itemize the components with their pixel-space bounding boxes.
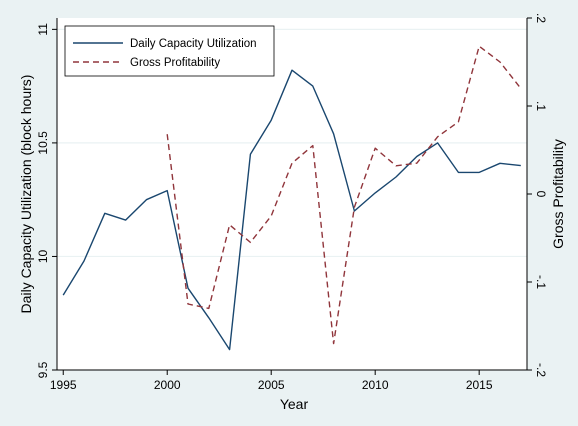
x-tick-label: 1995 bbox=[50, 378, 77, 392]
axis-ticks: 9.5 10 10.5 11 -.2 -.1 0 .1 .2 1995 2000 2005 2010 20… bbox=[36, 13, 548, 392]
legend: Daily Capacity Utilization Gross Profita… bbox=[64, 25, 275, 77]
y-right-tick-label: 0 bbox=[534, 191, 548, 198]
y-left-tick-label: 11 bbox=[36, 23, 50, 36]
y-axis-label-left: Daily Capacity Utilization (block hours) bbox=[18, 75, 34, 314]
x-tick-label: 2010 bbox=[362, 378, 389, 392]
plot-background bbox=[57, 18, 527, 370]
x-tick-label: 2005 bbox=[258, 378, 285, 392]
y-right-tick-label: -.2 bbox=[534, 363, 548, 377]
legend-box bbox=[64, 25, 275, 77]
y-right-tick-label: -.1 bbox=[534, 275, 548, 289]
y-right-tick-label: .1 bbox=[534, 101, 548, 111]
x-axis-label: Year bbox=[280, 396, 309, 412]
x-tick-label: 2000 bbox=[154, 378, 181, 392]
y-left-tick-label: 10.5 bbox=[36, 131, 50, 155]
y-left-tick-label: 9.5 bbox=[36, 361, 50, 378]
series-lines bbox=[62, 45, 522, 351]
series-line-profitability bbox=[166, 45, 522, 345]
series-line-utilization bbox=[62, 69, 521, 351]
y-axis-label-right: Gross Profitability bbox=[550, 139, 566, 249]
y-left-tick-label: 10 bbox=[36, 249, 50, 263]
y-right-tick-label: .2 bbox=[534, 13, 548, 23]
legend-label-utilization: Daily Capacity Utilization bbox=[130, 38, 257, 50]
legend-label-profitability: Gross Profitability bbox=[130, 57, 220, 69]
x-tick-label: 2015 bbox=[466, 378, 493, 392]
